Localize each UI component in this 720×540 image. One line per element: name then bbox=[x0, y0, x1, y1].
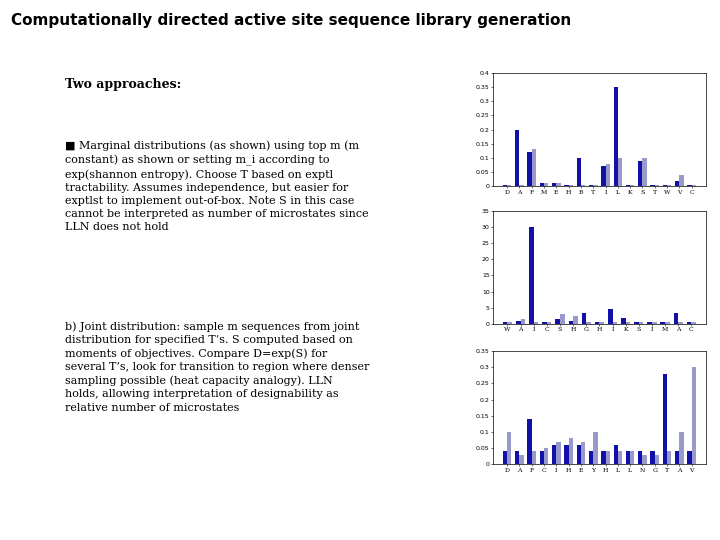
Bar bbox=[577, 158, 581, 186]
Bar bbox=[606, 451, 610, 464]
Bar bbox=[639, 322, 644, 324]
Bar bbox=[652, 322, 657, 324]
Bar bbox=[532, 150, 536, 186]
Bar bbox=[667, 451, 671, 464]
Bar bbox=[662, 374, 667, 464]
Bar bbox=[503, 185, 507, 186]
Bar bbox=[508, 322, 512, 324]
Bar bbox=[586, 322, 591, 324]
Bar bbox=[608, 309, 613, 324]
Bar bbox=[647, 322, 652, 324]
Bar bbox=[650, 185, 654, 186]
Bar bbox=[557, 442, 561, 464]
Bar bbox=[519, 455, 523, 464]
Bar bbox=[621, 318, 626, 324]
Bar bbox=[540, 451, 544, 464]
Text: b) Joint distribution: sample m sequences from joint
distribution for specified : b) Joint distribution: sample m sequence… bbox=[65, 321, 369, 413]
Bar bbox=[564, 185, 569, 186]
Bar bbox=[516, 321, 521, 324]
Bar bbox=[667, 185, 671, 186]
Bar bbox=[552, 445, 557, 464]
Bar bbox=[613, 322, 617, 324]
Bar bbox=[581, 442, 585, 464]
Bar bbox=[638, 161, 642, 186]
Bar bbox=[540, 184, 544, 186]
Bar bbox=[532, 451, 536, 464]
Bar bbox=[642, 455, 647, 464]
Bar bbox=[613, 445, 618, 464]
Bar bbox=[544, 448, 549, 464]
Bar bbox=[638, 451, 642, 464]
Bar bbox=[600, 322, 604, 324]
Bar bbox=[680, 432, 684, 464]
Bar bbox=[601, 451, 606, 464]
Bar bbox=[692, 367, 696, 464]
Bar bbox=[507, 432, 511, 464]
Text: Two approaches:: Two approaches: bbox=[65, 78, 181, 91]
Bar bbox=[589, 185, 593, 186]
Bar bbox=[534, 322, 539, 324]
Text: Computationally directed active site sequence library generation: Computationally directed active site seq… bbox=[11, 14, 571, 29]
Bar bbox=[691, 322, 696, 324]
Bar bbox=[555, 319, 560, 324]
Bar bbox=[595, 322, 600, 324]
Bar bbox=[582, 313, 586, 324]
Bar bbox=[687, 322, 691, 324]
Bar bbox=[630, 451, 634, 464]
Bar bbox=[529, 227, 534, 324]
Bar bbox=[688, 185, 692, 186]
Text: ■ Marginal distributions (as shown) using top m (m
constant) as shown or setting: ■ Marginal distributions (as shown) usin… bbox=[65, 140, 369, 232]
Bar bbox=[569, 321, 573, 324]
Bar bbox=[675, 180, 680, 186]
Bar bbox=[626, 451, 630, 464]
Bar bbox=[515, 130, 519, 186]
Bar bbox=[674, 313, 678, 324]
Bar bbox=[589, 451, 593, 464]
Bar bbox=[618, 158, 622, 186]
Bar bbox=[503, 322, 508, 324]
Bar bbox=[662, 185, 667, 186]
Bar bbox=[569, 185, 573, 186]
Bar bbox=[519, 185, 523, 186]
Bar bbox=[601, 166, 606, 186]
Bar bbox=[521, 319, 525, 324]
Bar bbox=[544, 184, 549, 186]
Bar bbox=[515, 451, 519, 464]
Bar bbox=[557, 184, 561, 186]
Bar bbox=[660, 322, 665, 324]
Bar bbox=[528, 152, 532, 186]
Bar bbox=[547, 322, 552, 324]
Bar bbox=[626, 185, 630, 186]
Bar bbox=[642, 158, 647, 186]
Bar bbox=[630, 185, 634, 186]
Bar bbox=[654, 455, 659, 464]
Bar bbox=[573, 316, 577, 324]
Bar bbox=[542, 322, 547, 324]
Bar bbox=[560, 314, 564, 324]
Bar bbox=[692, 185, 696, 186]
Bar bbox=[577, 445, 581, 464]
Bar bbox=[688, 451, 692, 464]
Bar bbox=[654, 185, 659, 186]
Bar bbox=[650, 451, 654, 464]
Bar bbox=[634, 322, 639, 324]
Bar bbox=[507, 185, 511, 186]
Bar bbox=[528, 419, 532, 464]
Bar bbox=[503, 451, 507, 464]
Bar bbox=[613, 87, 618, 186]
Bar bbox=[675, 451, 680, 464]
Bar bbox=[581, 185, 585, 186]
Bar bbox=[626, 322, 630, 324]
Bar bbox=[593, 432, 598, 464]
Bar bbox=[569, 438, 573, 464]
Bar bbox=[680, 175, 684, 186]
Bar bbox=[618, 451, 622, 464]
Bar bbox=[552, 184, 557, 186]
Bar bbox=[665, 322, 670, 324]
Bar bbox=[564, 445, 569, 464]
Bar bbox=[606, 164, 610, 186]
Bar bbox=[593, 185, 598, 186]
Bar bbox=[678, 322, 683, 324]
